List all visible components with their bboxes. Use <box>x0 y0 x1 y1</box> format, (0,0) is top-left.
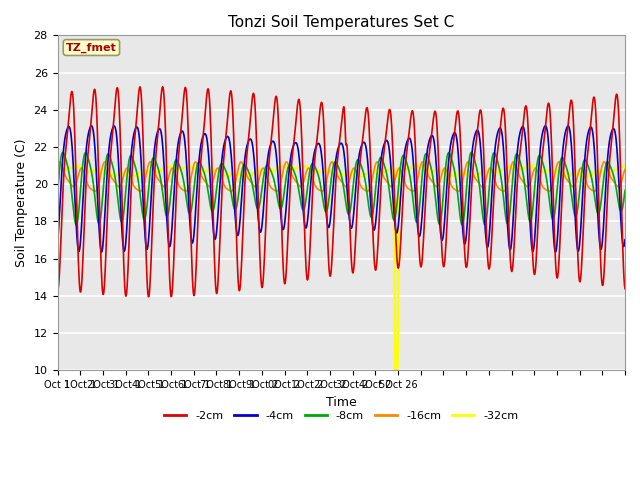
-4cm <box>541 123 549 129</box>
-16cm <box>182 188 189 194</box>
-8cm <box>129 157 137 163</box>
-4cm <box>621 237 629 242</box>
-2cm <box>621 286 629 291</box>
Line: -32cm: -32cm <box>58 166 625 371</box>
-16cm <box>246 178 253 183</box>
-16cm <box>101 159 109 165</box>
-32cm <box>245 173 253 179</box>
-8cm <box>54 191 61 196</box>
-8cm <box>621 188 629 193</box>
-2cm <box>145 294 152 300</box>
-16cm <box>353 170 360 176</box>
-2cm <box>353 214 360 219</box>
-32cm <box>353 173 360 179</box>
-4cm <box>54 240 61 246</box>
-2cm <box>365 114 372 120</box>
-8cm <box>364 198 372 204</box>
-4cm <box>364 162 372 168</box>
-8cm <box>59 149 67 155</box>
-16cm <box>150 166 157 172</box>
Title: Tonzi Soil Temperatures Set C: Tonzi Soil Temperatures Set C <box>228 15 454 30</box>
-8cm <box>300 206 308 212</box>
-16cm <box>365 188 372 193</box>
Y-axis label: Soil Temperature (C): Soil Temperature (C) <box>15 139 28 267</box>
-32cm <box>392 368 399 373</box>
Line: -8cm: -8cm <box>58 152 625 225</box>
-4cm <box>129 134 137 140</box>
-16cm <box>621 167 629 172</box>
-32cm <box>129 173 136 179</box>
X-axis label: Time: Time <box>326 396 356 408</box>
-32cm <box>364 170 372 176</box>
Line: -4cm: -4cm <box>58 126 625 252</box>
-2cm <box>246 124 253 130</box>
-8cm <box>458 222 466 228</box>
-4cm <box>150 156 157 161</box>
-32cm <box>149 169 157 175</box>
-4cm <box>98 249 106 255</box>
-16cm <box>129 182 137 188</box>
-8cm <box>150 155 157 160</box>
Legend: -2cm, -4cm, -8cm, -16cm, -32cm: -2cm, -4cm, -8cm, -16cm, -32cm <box>159 406 523 425</box>
-8cm <box>353 160 360 166</box>
-2cm <box>54 286 61 291</box>
Line: -2cm: -2cm <box>58 87 625 297</box>
-32cm <box>300 163 308 169</box>
Line: -16cm: -16cm <box>58 162 625 191</box>
-4cm <box>353 180 360 186</box>
-32cm <box>300 163 307 169</box>
-16cm <box>301 175 308 181</box>
-4cm <box>300 217 308 223</box>
-16cm <box>54 162 61 168</box>
-2cm <box>301 228 308 234</box>
Text: TZ_fmet: TZ_fmet <box>66 42 116 53</box>
-2cm <box>150 192 157 197</box>
-2cm <box>129 157 136 163</box>
-8cm <box>245 170 253 176</box>
-2cm <box>159 84 166 90</box>
-32cm <box>54 164 61 170</box>
-32cm <box>621 164 629 170</box>
-4cm <box>245 137 253 143</box>
